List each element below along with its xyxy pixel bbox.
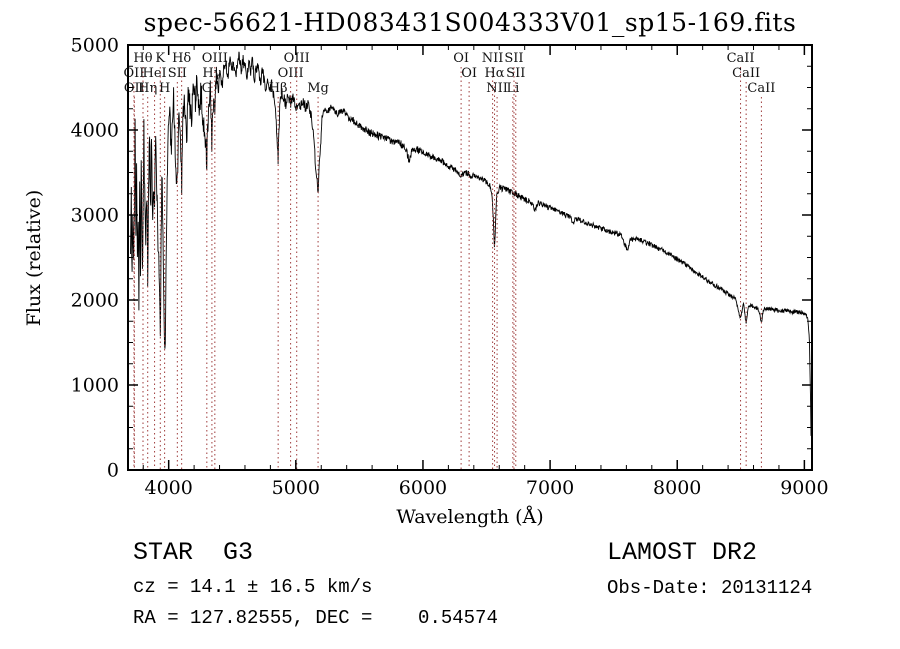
spectral-line-label: Hδ [172,51,191,66]
spectral-line-label: Hθ [133,51,152,66]
spectral-line-label: OI [453,51,469,66]
spectral-line-label: H [159,81,170,96]
spectral-line-label: OIII [202,51,228,66]
spectral-line-label: CaII [732,66,760,81]
spectrum-trace [130,51,811,436]
ra-dec-value: RA = 127.82555, DEC = 0.54574 [133,607,498,629]
survey-label: LAMOST DR2 [607,538,758,567]
spectral-line-label: SII [506,66,525,81]
spectral-line-label: K [155,51,165,66]
y-axis-label: Flux (relative) [23,190,45,327]
x-tick-label: 5000 [272,477,320,499]
spectral-line-label: SII [168,66,187,81]
spectral-line-label: NII [486,81,508,96]
y-tick-label: 3000 [71,205,119,227]
spectral-line-label: CaII [727,51,755,66]
x-axis-label: Wavelength (Å) [396,506,543,528]
spectral-line-label: Hβ [269,81,288,96]
spectral-line-label: Li [506,81,519,96]
spectral-line-label: G [202,81,212,96]
x-tick-label: 6000 [399,477,447,499]
plot-border [127,44,813,471]
spectral-line-label: HeI [142,66,166,81]
spectral-class-label: STAR G3 [133,538,254,567]
spectral-line-label: OII [124,81,145,96]
obs-date: Obs-Date: 20131124 [607,577,813,599]
spectral-line-label: CaII [747,81,775,96]
y-tick-label: 4000 [71,120,119,142]
spectral-line-label: OIII [284,51,310,66]
spectral-line-label: Hα [484,66,504,81]
x-tick-label: 9000 [780,477,828,499]
spectral-line-label: Hη [138,81,157,96]
spectral-line-label: OIII [278,66,304,81]
plot-title: spec-56621-HD083431S004333V01_sp15-169.f… [144,8,797,37]
spectral-line-label: Hγ [202,66,221,81]
spectral-line-label: SII [504,51,523,66]
x-tick-label: 4000 [145,477,193,499]
y-tick-label: 2000 [71,290,119,312]
spectral-line-label: NII [482,51,504,66]
spectral-line-label: OI [461,66,477,81]
x-tick-label: 7000 [526,477,574,499]
y-tick-label: 5000 [71,35,119,57]
cz-value: cz = 14.1 ± 16.5 km/s [133,576,373,598]
x-tick-label: 8000 [653,477,701,499]
y-tick-label: 1000 [71,375,119,397]
spectral-line-label: OII [124,66,145,81]
spectral-line-label: Mg [307,81,329,96]
y-tick-label: 0 [107,460,119,482]
